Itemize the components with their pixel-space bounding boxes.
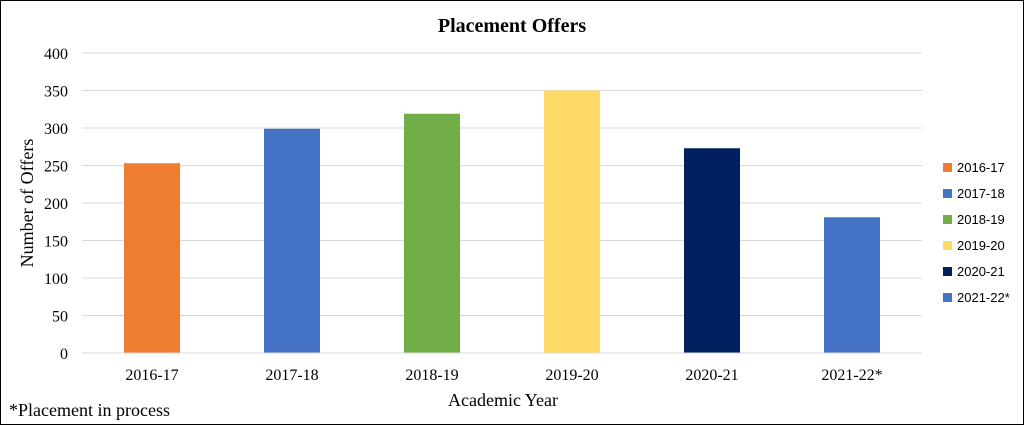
y-tick-label: 250 — [44, 159, 68, 176]
footnote: *Placement in process — [9, 400, 170, 420]
y-tick-label: 200 — [44, 196, 68, 213]
x-tick-label: 2017-18 — [265, 367, 318, 384]
x-axis-label: Academic Year — [448, 390, 558, 410]
x-tick-label: 2021-22* — [821, 367, 882, 384]
legend-swatch — [943, 189, 952, 198]
y-tick-label: 50 — [52, 309, 68, 326]
legend-label: 2020-21 — [957, 264, 1005, 279]
legend-swatch — [943, 215, 952, 224]
y-tick-label: 300 — [44, 121, 68, 138]
bar — [824, 217, 880, 353]
y-tick-label: 100 — [44, 271, 68, 288]
bar — [684, 148, 740, 353]
legend-label: 2017-18 — [957, 186, 1005, 201]
bar — [264, 128, 320, 353]
legend-swatch — [943, 241, 952, 250]
y-tick-label: 400 — [44, 46, 68, 63]
chart-title: Placement Offers — [438, 15, 586, 37]
legend-label: 2021-22* — [957, 290, 1010, 305]
legend-swatch — [943, 267, 952, 276]
y-axis-ticks: 0 50 100 150 200 250 300 350 400 — [44, 46, 68, 363]
bar — [544, 90, 600, 353]
x-tick-label: 2018-19 — [405, 367, 458, 384]
legend-label: 2016-17 — [957, 160, 1005, 175]
legend-label: 2019-20 — [957, 238, 1005, 253]
y-tick-label: 0 — [60, 346, 68, 363]
x-tick-label: 2019-20 — [545, 367, 598, 384]
legend-label: 2018-19 — [957, 212, 1005, 227]
y-axis-label: Number of Offers — [17, 139, 37, 268]
gridlines — [82, 52, 922, 316]
x-axis-ticks: 2016-17 2017-18 2018-19 2019-20 2020-21 2021-… — [125, 367, 882, 384]
legend-swatch — [943, 163, 952, 172]
y-tick-label: 150 — [44, 234, 68, 251]
legend: 2016-17 2017-18 2018-19 2019-20 2020-21 2021-… — [943, 160, 1010, 305]
legend-swatch — [943, 293, 952, 302]
y-tick-label: 350 — [44, 84, 68, 101]
bars — [124, 90, 880, 353]
bar — [124, 163, 180, 353]
x-tick-label: 2016-17 — [125, 367, 178, 384]
bar — [404, 113, 460, 353]
x-tick-label: 2020-21 — [685, 367, 738, 384]
